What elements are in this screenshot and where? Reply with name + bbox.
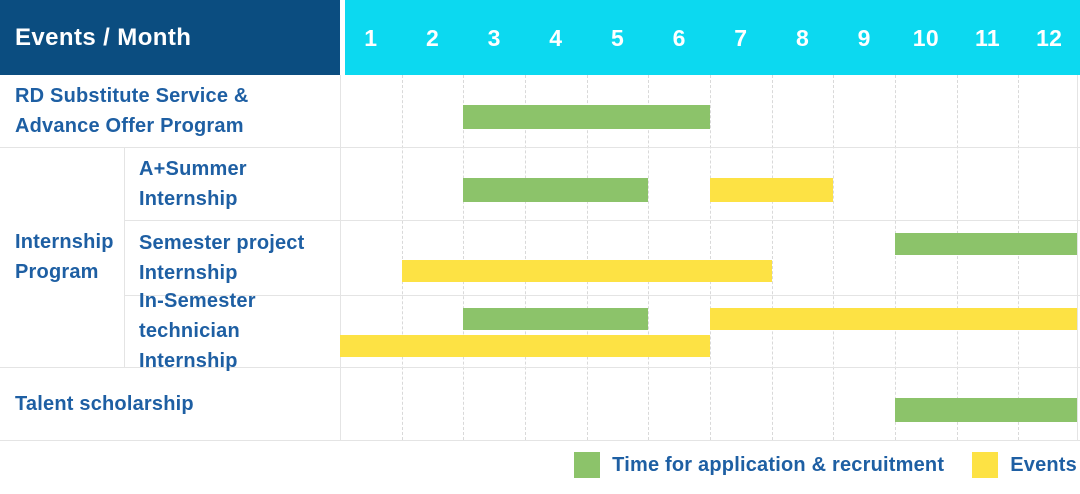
month-divider-10 [956, 75, 958, 440]
month-divider-7 [771, 75, 773, 440]
row-label-semester-project-internship-line: Internship [139, 261, 238, 284]
recruitment-swatch-icon [574, 452, 601, 478]
month-header-strip [345, 0, 1080, 75]
legend-label-recruitment: Time for application & recruitment [612, 453, 945, 476]
row-border-2 [124, 295, 1080, 296]
events-swatch-icon [972, 452, 999, 478]
label-chart-divider [340, 75, 341, 440]
month-label-10: 10 [912, 25, 939, 51]
month-label-5: 5 [610, 25, 625, 51]
month-divider-4 [586, 75, 588, 440]
bar-a-plus-summer-internship-events-1 [710, 177, 834, 202]
row-border-1 [124, 220, 1080, 221]
month-label-2: 2 [425, 25, 440, 51]
group-divider [124, 147, 125, 367]
table-right-border [1077, 75, 1078, 440]
row-label-rd-substitute-service: RD Substitute Service & Advance Offer Pro… [0, 75, 340, 147]
bar-talent-scholarship-recruitment-0 [895, 397, 1077, 422]
row-border-4 [0, 440, 1080, 441]
month-divider-8 [833, 75, 835, 440]
row-label-a-plus-summer-internship-line: A+Summer [139, 157, 247, 180]
month-label-11: 11 [975, 25, 1000, 51]
month-label-8: 8 [795, 25, 810, 51]
row-border-0 [0, 147, 1080, 148]
bar-in-semester-technician-internship-recruitment-0 [463, 308, 649, 330]
group-label-internship-program-line: Program [15, 261, 99, 283]
month-label-3: 3 [487, 25, 501, 51]
header-title: Events / Month [15, 23, 192, 51]
row-label-talent-scholarship-line: Talent scholarship [15, 392, 194, 415]
month-label-9: 9 [857, 25, 871, 51]
group-label-internship-program: Internship Program [0, 147, 124, 367]
legend-item-recruitment: Time for application & recruitment [574, 452, 944, 478]
month-label-12: 12 [1036, 25, 1063, 51]
month-label-4: 4 [549, 25, 563, 51]
bar-rd-substitute-service-recruitment-0 [463, 105, 710, 129]
row-label-in-semester-technician-internship-line: technician Internship [139, 320, 240, 372]
bar-a-plus-summer-internship-recruitment-0 [463, 177, 649, 202]
month-divider-11 [1018, 75, 1020, 440]
month-divider-6 [710, 75, 711, 440]
month-label-1: 1 [364, 25, 378, 51]
row-label-a-plus-summer-internship-line: Internship [139, 187, 238, 210]
row-label-rd-substitute-service-line: Advance Offer Program [15, 115, 244, 137]
row-label-semester-project-internship-line: Semester project [139, 231, 305, 254]
row-border-3 [0, 367, 1080, 368]
bar-in-semester-technician-internship-events-1 [710, 308, 1077, 330]
month-divider-9 [895, 75, 896, 440]
month-divider-1 [401, 75, 403, 440]
row-label-a-plus-summer-internship: A+Summer Internship [124, 147, 340, 220]
header-title-cell: Events / Month [0, 0, 340, 75]
bar-semester-project-internship-events-1 [401, 260, 772, 282]
row-label-in-semester-technician-internship-line: In-Semester [139, 290, 256, 312]
legend: Time for application & recruitment Event… [574, 452, 1077, 478]
month-divider-2 [463, 75, 465, 440]
row-label-rd-substitute-service-line: RD Substitute Service & [15, 85, 249, 107]
legend-item-events: Events [972, 452, 1077, 478]
month-label-6: 6 [672, 25, 686, 51]
month-divider-5 [648, 75, 650, 440]
bar-in-semester-technician-internship-events-2 [340, 335, 710, 357]
row-label-talent-scholarship: Talent scholarship [0, 367, 340, 440]
month-divider-3 [525, 75, 526, 440]
bar-semester-project-internship-recruitment-0 [895, 233, 1077, 255]
legend-label-events: Events [1010, 453, 1077, 476]
row-label-semester-project-internship: Semester project Internship [124, 220, 340, 295]
month-label-7: 7 [734, 25, 748, 51]
group-label-internship-program-line: Internship [15, 231, 114, 253]
row-label-in-semester-technician-internship: In-Semester technician Internship [124, 290, 340, 372]
